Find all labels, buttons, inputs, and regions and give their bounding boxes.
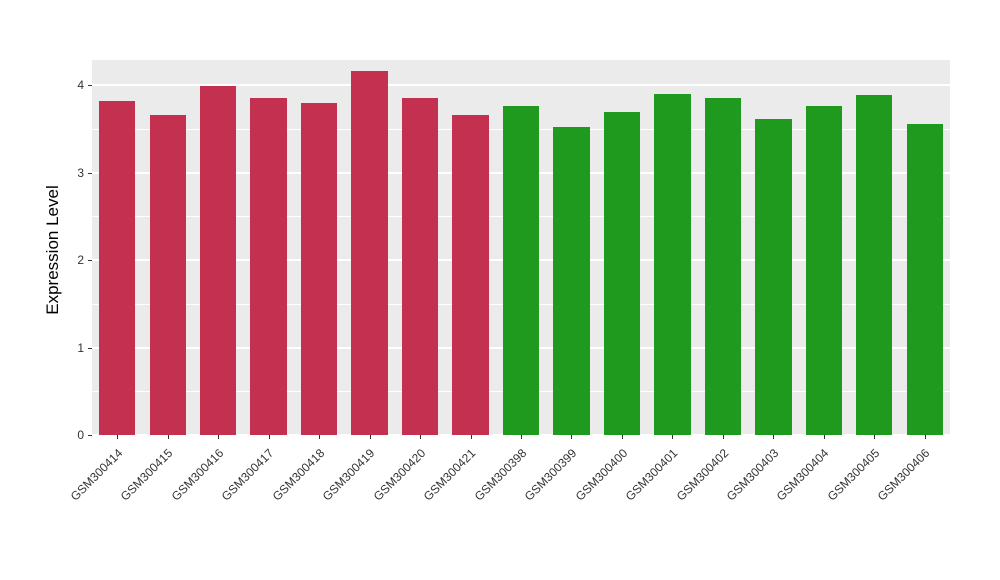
bar-GSM300399 xyxy=(553,127,590,435)
bar-GSM300419 xyxy=(351,71,388,435)
x-label-GSM300419: GSM300419 xyxy=(319,446,378,504)
bar-GSM300401 xyxy=(654,94,691,435)
x-tick-mark xyxy=(874,435,876,439)
y-tick-mark xyxy=(88,85,92,87)
x-label-GSM300405: GSM300405 xyxy=(824,446,883,504)
bar-GSM300404 xyxy=(805,106,842,435)
x-tick-mark xyxy=(470,435,472,439)
x-label-GSM300402: GSM300402 xyxy=(673,446,731,504)
bar-GSM300398 xyxy=(502,106,540,435)
x-label-GSM300416: GSM300416 xyxy=(168,446,227,504)
x-tick-mark xyxy=(218,435,220,439)
x-label-GSM300415: GSM300415 xyxy=(118,446,176,504)
gridline-major xyxy=(92,84,950,87)
x-tick-mark xyxy=(369,435,371,439)
y-tick-mark xyxy=(88,260,92,262)
x-label-GSM300420: GSM300420 xyxy=(370,446,428,504)
bar-GSM300417 xyxy=(250,97,287,435)
x-axis-labels: GSM300414 GSM300415 GSM300416 GSM300417 GSM3… xyxy=(68,446,950,566)
x-tick-mark xyxy=(773,435,775,439)
y-tick-mark xyxy=(88,435,92,436)
bar-GSM300403 xyxy=(755,119,792,435)
bar-GSM300416 xyxy=(200,86,237,435)
x-label-GSM300417: GSM300417 xyxy=(219,446,277,504)
x-label-GSM300401: GSM300401 xyxy=(622,446,681,504)
x-tick-mark xyxy=(167,435,169,439)
y-tick-mark xyxy=(88,172,92,174)
bar-GSM300420 xyxy=(401,97,439,435)
x-label-GSM300398: GSM300398 xyxy=(471,446,529,504)
x-tick-mark xyxy=(621,435,623,439)
x-tick-mark xyxy=(420,435,422,439)
x-label-GSM300404: GSM300404 xyxy=(774,446,832,504)
y-axis-title: Expression Level xyxy=(43,185,62,315)
x-tick-mark xyxy=(268,435,270,439)
bar-GSM300405 xyxy=(856,94,893,435)
bar-GSM300414 xyxy=(99,101,136,435)
y-tick-mark xyxy=(88,347,92,349)
x-tick-mark xyxy=(722,435,724,439)
x-tick-mark xyxy=(571,435,573,439)
x-label-GSM300406: GSM300406 xyxy=(875,446,933,504)
x-label-GSM300421: GSM300421 xyxy=(420,446,479,504)
x-tick-mark xyxy=(521,435,522,439)
y-tick-label-4: 4 xyxy=(77,78,84,93)
x-label-GSM300403: GSM300403 xyxy=(723,446,782,504)
bar-GSM300421 xyxy=(452,115,489,435)
y-tick-label-2: 2 xyxy=(77,253,84,268)
y-tick-label-3: 3 xyxy=(77,165,84,180)
x-label-GSM300399: GSM300399 xyxy=(521,446,580,504)
x-label-GSM300418: GSM300418 xyxy=(269,446,328,504)
x-tick-mark xyxy=(672,435,674,439)
x-label-GSM300400: GSM300400 xyxy=(572,446,630,504)
bar-GSM300415 xyxy=(149,115,186,435)
x-tick-mark xyxy=(823,435,825,439)
bar-GSM300418 xyxy=(300,102,338,435)
plot-panel xyxy=(92,60,950,436)
x-tick-mark xyxy=(319,435,321,439)
x-tick-mark xyxy=(924,435,926,439)
y-tick-label-0: 0 xyxy=(77,428,84,442)
bar-GSM300400 xyxy=(603,112,641,435)
y-tick-label-1: 1 xyxy=(77,340,84,355)
x-label-GSM300414: GSM300414 xyxy=(67,446,126,504)
bar-GSM300406 xyxy=(906,123,943,435)
bar-GSM300402 xyxy=(704,97,742,435)
x-tick-mark xyxy=(117,435,119,439)
